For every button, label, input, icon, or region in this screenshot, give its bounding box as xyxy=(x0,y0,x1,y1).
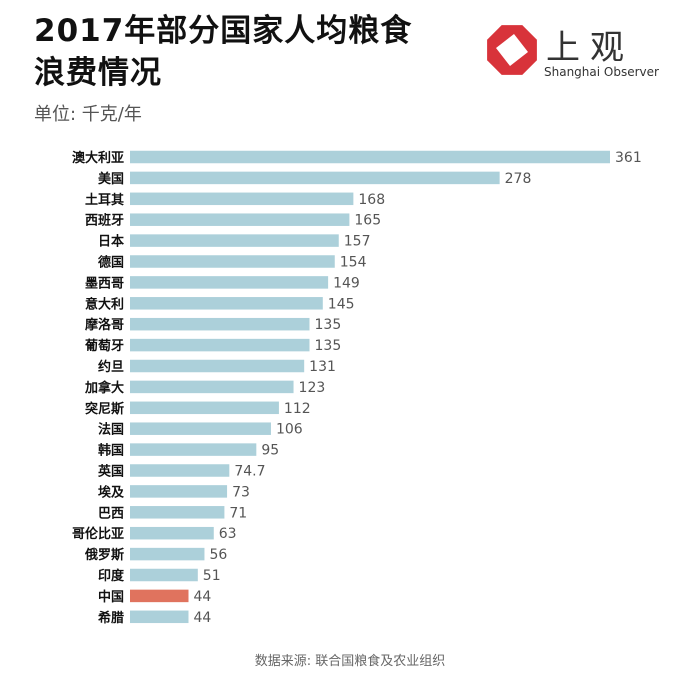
value-label: 145 xyxy=(328,296,355,312)
chart-title-line-1: 2017年部分国家人均粮食 xyxy=(34,13,413,49)
category-label: 中国 xyxy=(98,589,124,605)
category-label: 日本 xyxy=(98,234,124,250)
category-label: 德国 xyxy=(98,255,124,271)
value-label: 168 xyxy=(358,192,385,208)
value-label: 44 xyxy=(194,610,212,626)
brand-logo: 上观 Shanghai Observer xyxy=(484,22,684,92)
bar xyxy=(130,526,214,540)
chart-title-line-2: 浪费情况 xyxy=(34,55,162,91)
category-label: 西班牙 xyxy=(85,213,124,229)
bar xyxy=(130,401,279,415)
category-label: 澳大利亚 xyxy=(72,150,124,166)
value-label: 56 xyxy=(209,547,227,563)
bar xyxy=(130,464,230,477)
bar xyxy=(130,547,205,561)
bar xyxy=(130,359,305,373)
value-label: 149 xyxy=(333,275,360,291)
chart-title: 2017年部分国家人均粮食 浪费情况 xyxy=(34,10,474,94)
bar xyxy=(130,610,189,624)
category-label: 土耳其 xyxy=(85,192,124,208)
value-label: 74.7 xyxy=(234,464,265,480)
category-label: 埃及 xyxy=(98,484,125,500)
value-label: 154 xyxy=(340,255,367,271)
bar-chart: 澳大利亚 361 美国 278 土耳其 168 西班牙 165 日本 157 德国 154 墨西哥 149… xyxy=(72,150,642,626)
value-label: 95 xyxy=(261,443,279,459)
bar xyxy=(130,422,271,435)
category-label: 意大利 xyxy=(85,296,124,312)
brand-name-cn: 上观 xyxy=(546,28,634,68)
bar xyxy=(130,171,500,185)
bar xyxy=(130,297,323,310)
category-label: 墨西哥 xyxy=(85,275,124,291)
category-label: 突尼斯 xyxy=(85,401,124,417)
bar xyxy=(130,317,310,331)
value-label: 44 xyxy=(194,589,212,605)
bar xyxy=(130,255,335,268)
category-label: 法国 xyxy=(98,422,124,438)
source-note: 数据来源: 联合国粮食及农业组织 xyxy=(254,654,446,669)
bar xyxy=(130,443,257,456)
category-label: 俄罗斯 xyxy=(84,547,124,563)
value-label: 135 xyxy=(315,317,342,333)
value-label: 157 xyxy=(344,234,371,250)
value-label: 278 xyxy=(505,171,532,187)
category-label: 希腊 xyxy=(98,610,124,626)
bar xyxy=(130,213,350,226)
brand-logo-icon xyxy=(487,25,537,75)
category-label: 加拿大 xyxy=(84,380,124,396)
category-label: 哥伦比亚 xyxy=(72,526,124,542)
value-label: 106 xyxy=(276,422,303,438)
unit-subtitle: 单位: 千克/年 xyxy=(34,104,142,125)
bar xyxy=(130,276,329,289)
category-label: 葡萄牙 xyxy=(84,338,124,354)
logo-inner-square xyxy=(496,34,528,66)
value-label: 123 xyxy=(299,380,326,396)
bar xyxy=(130,485,228,498)
value-label: 51 xyxy=(203,568,221,584)
value-label: 63 xyxy=(219,526,237,542)
value-label: 131 xyxy=(309,359,336,375)
value-label: 135 xyxy=(315,338,342,354)
category-label: 约旦 xyxy=(98,359,124,375)
bar xyxy=(130,506,225,519)
value-label: 73 xyxy=(232,484,250,500)
value-label: 112 xyxy=(284,401,311,417)
category-label: 摩洛哥 xyxy=(85,317,124,333)
value-label: 361 xyxy=(615,150,642,166)
brand-name-en: Shanghai Observer xyxy=(544,65,659,79)
bar xyxy=(130,589,189,603)
category-label: 美国 xyxy=(98,171,124,187)
category-label: 巴西 xyxy=(98,506,124,521)
category-label: 印度 xyxy=(98,568,125,584)
bar xyxy=(130,338,310,352)
category-label: 英国 xyxy=(97,464,124,480)
bar xyxy=(130,192,354,206)
value-label: 71 xyxy=(229,505,247,521)
bar xyxy=(130,568,198,582)
bar xyxy=(130,234,339,247)
bar xyxy=(130,380,294,394)
value-label: 165 xyxy=(354,213,381,229)
bar xyxy=(130,150,610,164)
category-label: 韩国 xyxy=(98,443,124,459)
